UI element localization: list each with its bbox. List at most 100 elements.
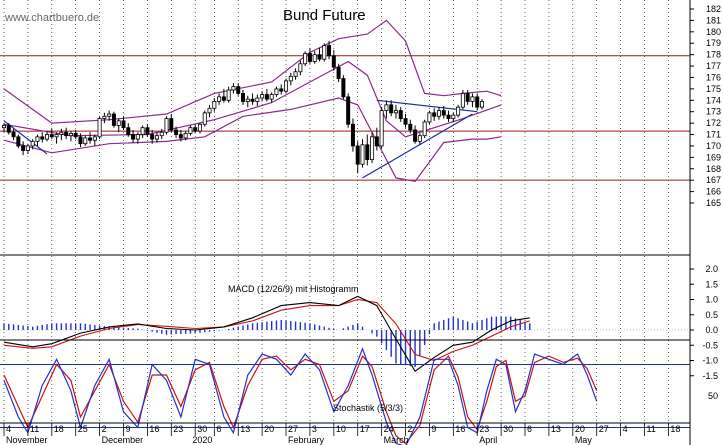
x-tick-label-5: 11 [30, 424, 39, 434]
x-tick-label-10: 18 [54, 424, 64, 434]
candle-body-62 [298, 63, 303, 73]
y-tick-label-177: 177 [706, 61, 721, 71]
candle-body-73 [350, 123, 355, 147]
trendline-2 [376, 99, 478, 113]
candle-body-60 [288, 75, 293, 82]
x-tick-label-69: 10 [336, 424, 346, 434]
y-tick-label-168: 168 [706, 164, 721, 174]
macd-signal-line [3, 298, 530, 362]
candle-body-46 [221, 96, 226, 101]
candle-body-39 [188, 127, 193, 134]
candle-body-65 [312, 54, 317, 62]
candle-body-50 [240, 93, 245, 102]
candle-body-55 [264, 94, 269, 100]
candle-body-4 [21, 145, 26, 151]
candle-body-83 [398, 110, 403, 119]
candle-body-25 [121, 120, 126, 129]
candle-body-5 [25, 145, 30, 151]
candle-body-98 [470, 96, 475, 102]
macd-tick-label-7: -1.5 [702, 371, 718, 381]
x-tick-label-124: 27 [599, 424, 609, 434]
x-tick-label-89: 9 [431, 424, 436, 434]
x-tick-label-44: 6 [216, 424, 221, 434]
x-axis: 4 11 18 25 2 9 16 23 30 6 13 20 27 3 10 17 24 2 9 16 23 30 6 13… [3, 423, 680, 445]
x-tick-label-84: 2 [408, 424, 413, 434]
x-tick-label-30: 16 [149, 424, 159, 434]
month-label-59: February [288, 435, 325, 445]
y-tick-label-176: 176 [706, 72, 721, 82]
candle-body-43 [207, 107, 212, 114]
x-tick-label-104: 30 [503, 424, 513, 434]
candle-body-37 [178, 134, 183, 139]
candle-body-21 [102, 115, 107, 119]
chart-title: Bund Future [283, 7, 366, 24]
bollinger-upper [3, 19, 502, 124]
y-tick-label-179: 179 [706, 38, 721, 48]
month-label-0: November [6, 435, 48, 445]
candle-body-69 [331, 55, 336, 68]
candle-body-14 [68, 132, 73, 137]
candle-body-77 [370, 136, 375, 161]
panel-frames [0, 0, 691, 445]
candle-body-79 [379, 110, 384, 147]
candle-body-41 [197, 123, 202, 132]
x-tick-label-35: 23 [173, 424, 183, 434]
candles [2, 40, 484, 174]
month-label-39: 2020 [192, 435, 212, 445]
candle-body-76 [365, 144, 370, 161]
month-label-119: May [575, 435, 593, 445]
candle-body-17 [83, 137, 88, 145]
candle-body-26 [126, 127, 131, 135]
candle-body-88 [422, 121, 427, 137]
candle-body-95 [456, 106, 461, 116]
grid-lines [3, 0, 669, 423]
candle-body-7 [35, 136, 40, 142]
candle-body-90 [432, 112, 437, 117]
stochastic-label: Stochastik (5/3/3) [333, 403, 403, 413]
trendline-1 [362, 113, 473, 179]
x-tick-label-119: 20 [575, 424, 585, 434]
x-tick-label-64: 3 [312, 424, 317, 434]
candle-body-12 [59, 131, 64, 135]
candle-body-3 [16, 136, 21, 147]
x-tick-label-25: 9 [126, 424, 131, 434]
candle-body-31 [150, 134, 155, 140]
candle-body-18 [88, 137, 93, 141]
candle-body-92 [441, 110, 446, 116]
macd-tick-label-2: 1.0 [705, 295, 718, 305]
candle-body-0 [2, 125, 7, 129]
x-tick-label-59: 27 [288, 424, 298, 434]
x-tick-label-139: 18 [670, 424, 680, 434]
candle-body-91 [436, 110, 441, 117]
candle-body-40 [193, 127, 198, 132]
candle-body-93 [446, 114, 451, 119]
x-tick-label-20: 2 [102, 424, 107, 434]
x-tick-label-129: 4 [623, 424, 628, 434]
macd-tick-label-6: -1.0 [702, 356, 718, 366]
candle-body-58 [279, 88, 284, 92]
stoch-tick-label-0: 50 [708, 391, 718, 401]
candle-body-94 [451, 114, 456, 119]
candle-body-6 [30, 140, 35, 147]
candle-body-34 [164, 118, 169, 133]
candle-body-71 [341, 78, 346, 98]
candle-body-19 [92, 136, 97, 141]
candle-body-81 [389, 104, 394, 114]
candle-body-45 [217, 96, 222, 102]
candle-body-74 [355, 145, 360, 165]
candle-body-56 [269, 94, 274, 100]
price-y-axis: 1651661671681691701711721731741751761771… [690, 4, 721, 208]
x-tick-label-79: 24 [384, 424, 394, 434]
candle-body-84 [403, 118, 408, 125]
candle-body-59 [284, 80, 289, 92]
y-tick-label-178: 178 [706, 50, 721, 60]
candle-body-28 [135, 134, 140, 140]
x-tick-label-114: 13 [551, 424, 561, 434]
candle-body-57 [274, 88, 279, 95]
x-tick-label-15: 25 [78, 424, 88, 434]
x-tick-label-109: 6 [527, 424, 532, 434]
y-tick-label-181: 181 [706, 15, 721, 25]
candle-body-49 [236, 86, 241, 94]
candle-body-22 [107, 113, 112, 117]
